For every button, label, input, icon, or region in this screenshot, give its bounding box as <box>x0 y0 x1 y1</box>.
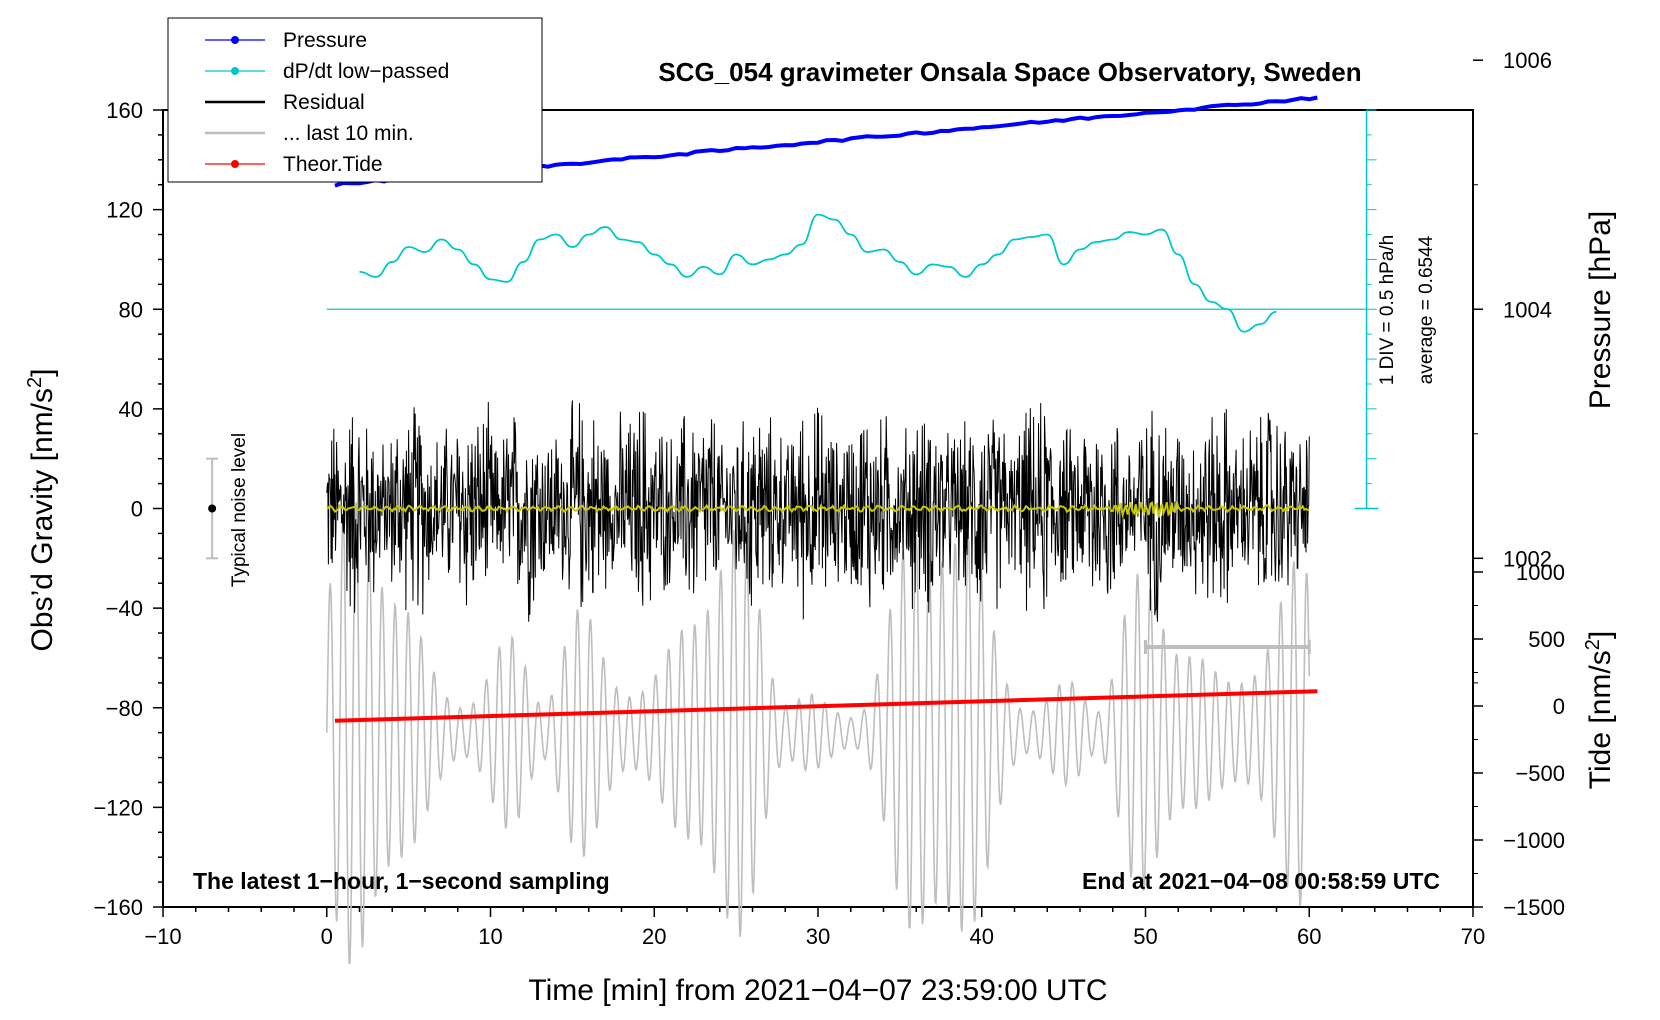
x-tick-label: 20 <box>642 924 666 949</box>
tide-axis-label-main: Tide [nm/s <box>1584 650 1617 789</box>
note-latest-hour: The latest 1−hour, 1−second sampling <box>193 868 610 894</box>
y-tick-label: −120 <box>93 795 143 820</box>
legend-label: Pressure <box>283 29 367 52</box>
y-axis-ticks: 160 120 80 40 0 −40 −80 −120 −160 <box>93 98 163 920</box>
noise-level-label: Typical noise level <box>229 433 250 587</box>
x-tick-label: −10 <box>144 924 181 949</box>
legend-label: ... last 10 min. <box>283 122 414 145</box>
dpdt-average-note: average = 0.6544 <box>1416 235 1437 384</box>
y-axis-label-main: Obs’d Gravity [nm/s <box>26 388 59 651</box>
last-10-min-series <box>326 502 1311 964</box>
noise-bar-dot <box>208 504 217 513</box>
y-tick-label: 80 <box>119 297 143 322</box>
y-tick-label: −160 <box>93 895 143 920</box>
pressure-tick-label: 1002 <box>1503 546 1552 571</box>
x-tick-label: 30 <box>806 924 830 949</box>
y-tick-label: −80 <box>106 696 143 721</box>
tide-axis-label: Tide [nm/s2] <box>1582 631 1617 789</box>
tide-axis-ticks: 1000 500 0 −500 −1000 −1500 <box>1473 560 1565 920</box>
residual-series <box>326 400 1310 622</box>
noise-level-bar <box>206 457 219 560</box>
chart-title: SCG_054 gravimeter Onsala Space Observat… <box>658 57 1361 87</box>
y-axis-label-sup: 2 <box>24 377 46 388</box>
x-axis-ticks: −10 0 10 20 30 40 50 60 70 <box>144 907 1485 949</box>
legend-items: Pressure dP/dt low−passed Residual ... last… <box>205 29 449 176</box>
tide-tick-label: 500 <box>1528 627 1565 652</box>
note-end-time: End at 2021−04−08 00:58:59 UTC <box>1082 868 1440 894</box>
dpdt-scale-note: 1 DIV = 0.5 hPa/h <box>1377 235 1398 386</box>
tide-tick-label: −1000 <box>1503 828 1565 853</box>
y-axis-label: Obs’d Gravity [nm/s2] <box>24 369 59 652</box>
y-tick-label: 120 <box>106 198 143 223</box>
legend-marker <box>231 160 239 168</box>
last-10-min-bracket <box>1144 640 1311 654</box>
x-tick-label: 10 <box>478 924 502 949</box>
x-tick-label: 0 <box>321 924 333 949</box>
x-tick-label: 40 <box>970 924 994 949</box>
y-tick-label: 0 <box>131 497 143 522</box>
pressure-tick-label: 1004 <box>1503 297 1552 322</box>
theor-tide-line <box>334 689 1318 723</box>
legend-marker <box>231 67 239 75</box>
x-tick-label: 70 <box>1461 924 1485 949</box>
residual-line <box>326 400 1310 622</box>
pressure-tick-label: 1006 <box>1503 48 1552 73</box>
x-axis-label: Time [min] from 2021−04−07 23:59:00 UTC <box>528 974 1107 1007</box>
filtered-residual-line <box>326 501 1310 519</box>
tide-tick-label: −500 <box>1515 761 1565 786</box>
dpdt-scale-bar <box>1354 109 1379 510</box>
pressure-axis-label: Pressure [hPa] <box>1584 211 1617 409</box>
dpdt-curve <box>359 213 1277 333</box>
y-tick-label: −40 <box>106 596 143 621</box>
y-tick-label: 160 <box>106 98 143 123</box>
legend-label: Theor.Tide <box>283 153 383 176</box>
dpdt-series <box>326 213 1367 333</box>
legend-box <box>167 17 543 183</box>
x-tick-label: 50 <box>1133 924 1157 949</box>
legend-label: Residual <box>283 91 365 114</box>
tide-tick-label: −1500 <box>1503 895 1565 920</box>
x-tick-label: 60 <box>1297 924 1321 949</box>
legend-label: dP/dt low−passed <box>283 60 449 83</box>
legend: Pressure dP/dt low−passed Residual ... last… <box>167 17 543 183</box>
legend-marker <box>231 36 239 44</box>
tide-axis-label-end: ] <box>1584 631 1617 639</box>
theor-tide-series <box>334 689 1318 723</box>
y-axis-label-end: ] <box>26 369 59 377</box>
pressure-axis-ticks: 1006 1004 1002 <box>1473 48 1552 684</box>
tide-axis-label-sup: 2 <box>1582 639 1604 650</box>
y-tick-label: 40 <box>119 397 143 422</box>
tide-tick-label: 1000 <box>1516 560 1565 585</box>
filtered-residual-series <box>326 501 1310 519</box>
tide-tick-label: 0 <box>1553 694 1565 719</box>
last-10-min-line <box>326 502 1311 964</box>
